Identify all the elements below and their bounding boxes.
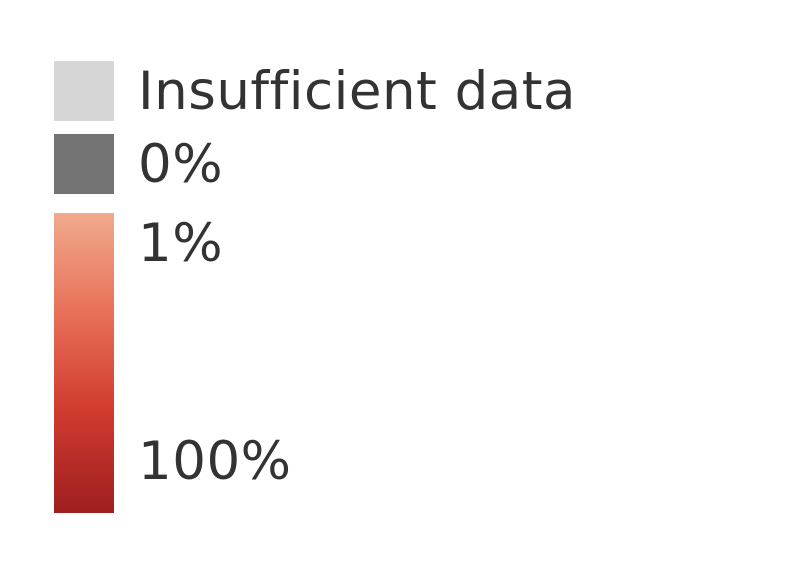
gradient-min-label: 1% [138, 213, 224, 274]
insufficient-data-swatch [54, 61, 114, 121]
percentage-gradient-bar [54, 213, 114, 513]
gradient-max-label: 100% [138, 431, 292, 492]
zero-percent-swatch [54, 134, 114, 194]
zero-percent-label: 0% [138, 134, 224, 195]
insufficient-data-label: Insufficient data [138, 61, 577, 122]
